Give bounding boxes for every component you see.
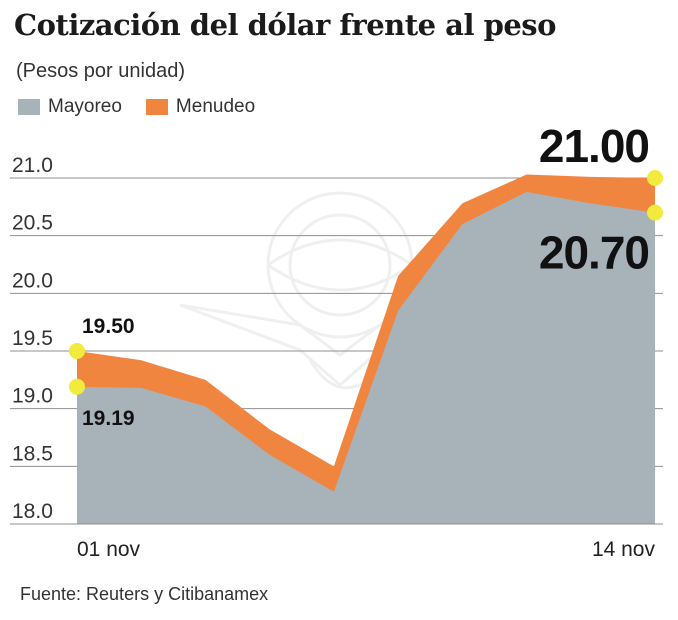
data-label: 21.00 bbox=[539, 120, 649, 172]
area-mayoreo bbox=[77, 191, 655, 524]
x-tick-label: 14 nov bbox=[592, 538, 656, 561]
data-label: 19.50 bbox=[82, 315, 135, 338]
y-tick-label: 18.0 bbox=[12, 500, 53, 523]
endpoint-marker bbox=[647, 170, 663, 186]
source-note: Fuente: Reuters y Citibanamex bbox=[20, 584, 269, 604]
y-tick-label: 18.5 bbox=[12, 442, 53, 465]
y-tick-label: 20.5 bbox=[12, 212, 53, 235]
y-tick-label: 20.0 bbox=[12, 269, 53, 292]
legend-swatch-menudeo bbox=[145, 99, 168, 115]
y-tick-label: 19.0 bbox=[12, 385, 53, 408]
y-tick-label: 19.5 bbox=[12, 327, 53, 350]
legend-item-mayoreo: Mayoreo bbox=[18, 96, 122, 118]
endpoint-marker bbox=[69, 343, 85, 359]
endpoint-markers bbox=[69, 170, 663, 395]
value-labels: 19.50 19.19 21.00 20.70 bbox=[82, 120, 650, 430]
legend: Mayoreo Menudeo bbox=[18, 96, 279, 118]
x-tick-label: 01 nov bbox=[77, 538, 141, 561]
x-axis-ticks: 01 nov 14 nov bbox=[77, 538, 655, 561]
y-axis-ticks: 18.0 18.5 19.0 19.5 20.0 20.5 21.0 bbox=[12, 154, 53, 523]
legend-item-menudeo: Menudeo bbox=[145, 96, 256, 118]
series-areas bbox=[10, 174, 663, 525]
endpoint-marker bbox=[69, 378, 85, 395]
chart-subtitle: (Pesos por unidad) bbox=[16, 60, 185, 82]
data-label: 20.70 bbox=[539, 227, 649, 279]
legend-swatch-mayoreo bbox=[18, 99, 40, 115]
chart-title: Cotización del dólar frente al peso bbox=[14, 8, 556, 42]
data-label: 19.19 bbox=[82, 407, 135, 430]
legend-label-mayoreo: Mayoreo bbox=[48, 96, 122, 117]
y-tick-label: 21.0 bbox=[12, 154, 53, 177]
legend-label-menudeo: Menudeo bbox=[175, 96, 256, 117]
endpoint-marker bbox=[647, 204, 663, 221]
